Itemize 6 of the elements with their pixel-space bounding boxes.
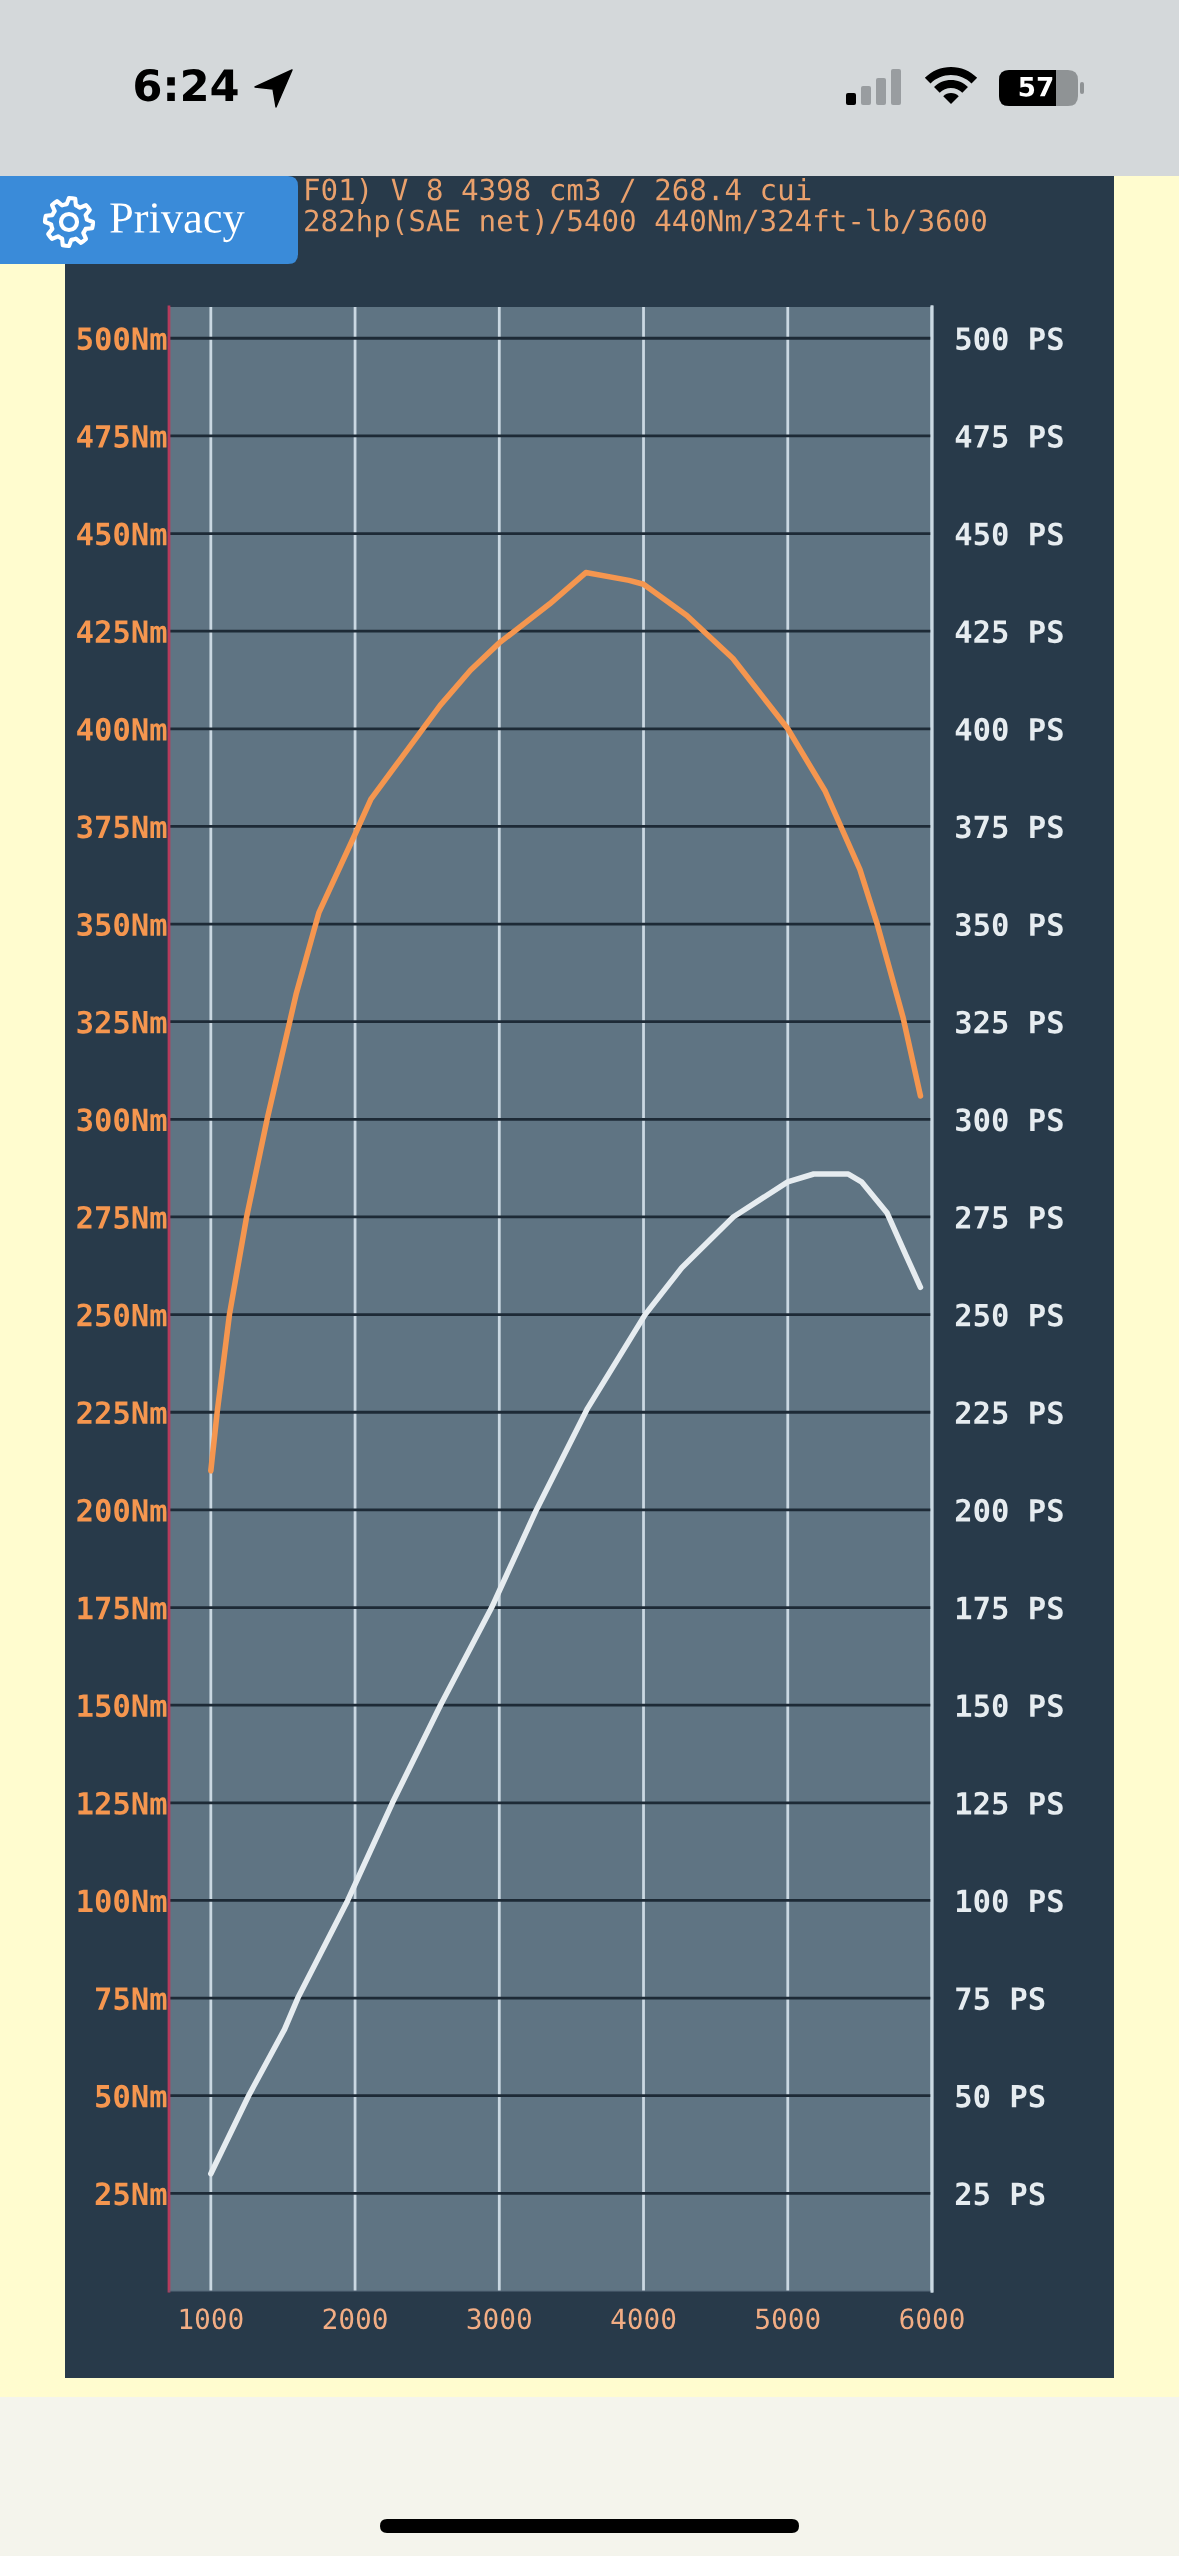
x-tick-label: 5000	[756, 2308, 820, 2330]
x-tick-label: 3000	[467, 2308, 531, 2330]
x-tick-label: 1000	[180, 2308, 243, 2330]
x-tick-label: 4000	[611, 2308, 676, 2330]
x-tick-label: 2000	[323, 2308, 387, 2330]
x-tick-label: 6000	[900, 2308, 964, 2330]
